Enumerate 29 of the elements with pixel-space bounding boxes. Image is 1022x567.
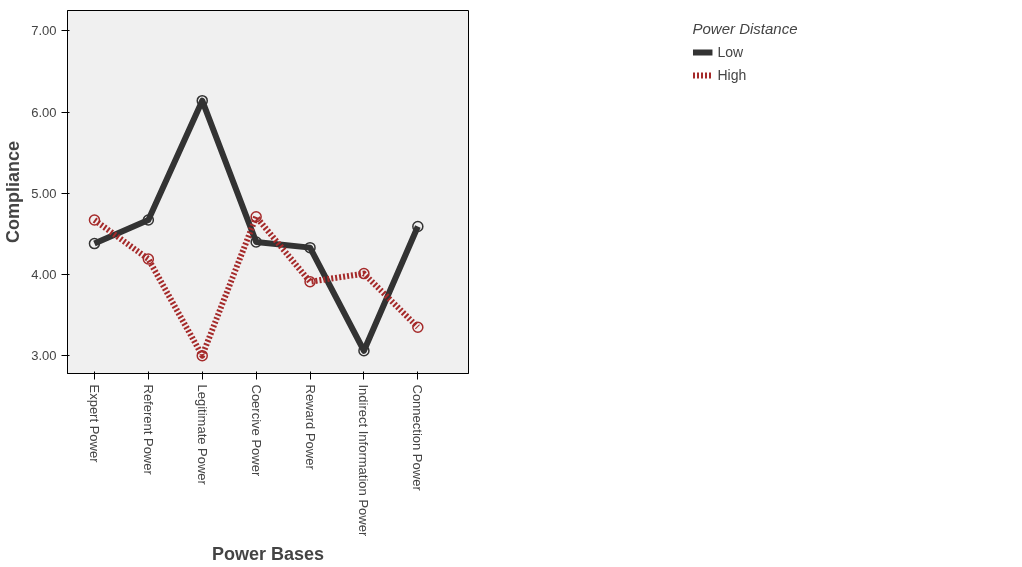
x-tick-label: Referent Power [140, 384, 156, 476]
x-tick-label: Indirect Information Power [356, 384, 372, 537]
point [88, 214, 101, 226]
legend-label: High [717, 67, 747, 83]
x-tick-label: Expert Power [86, 384, 102, 464]
point [142, 253, 155, 265]
point [196, 349, 208, 362]
point [250, 211, 262, 223]
point [250, 236, 262, 248]
x-tick-label: Connection Power [410, 384, 426, 492]
point [88, 237, 101, 250]
y-axis-title: Compliance [3, 140, 24, 244]
y-tick-label: 3.00 [31, 348, 57, 364]
legend-label: Low [717, 44, 744, 60]
y-tick-label: 7.00 [31, 23, 57, 39]
y-tick-label: 6.00 [31, 104, 57, 120]
point [304, 275, 316, 288]
x-tick-label: Legitimate Power [194, 384, 210, 486]
y-tick-label: 4.00 [31, 266, 57, 282]
x-tick-label: Reward Power [302, 384, 318, 471]
point [412, 321, 424, 333]
point [412, 220, 424, 233]
x-axis-title: Power Bases [211, 544, 325, 565]
point [304, 241, 316, 254]
legend-title: Power Distance [692, 20, 798, 37]
point [142, 214, 155, 226]
y-tick-label: 5.00 [31, 185, 57, 201]
x-tick-label: Coercive Power [248, 384, 264, 477]
point [358, 267, 370, 280]
